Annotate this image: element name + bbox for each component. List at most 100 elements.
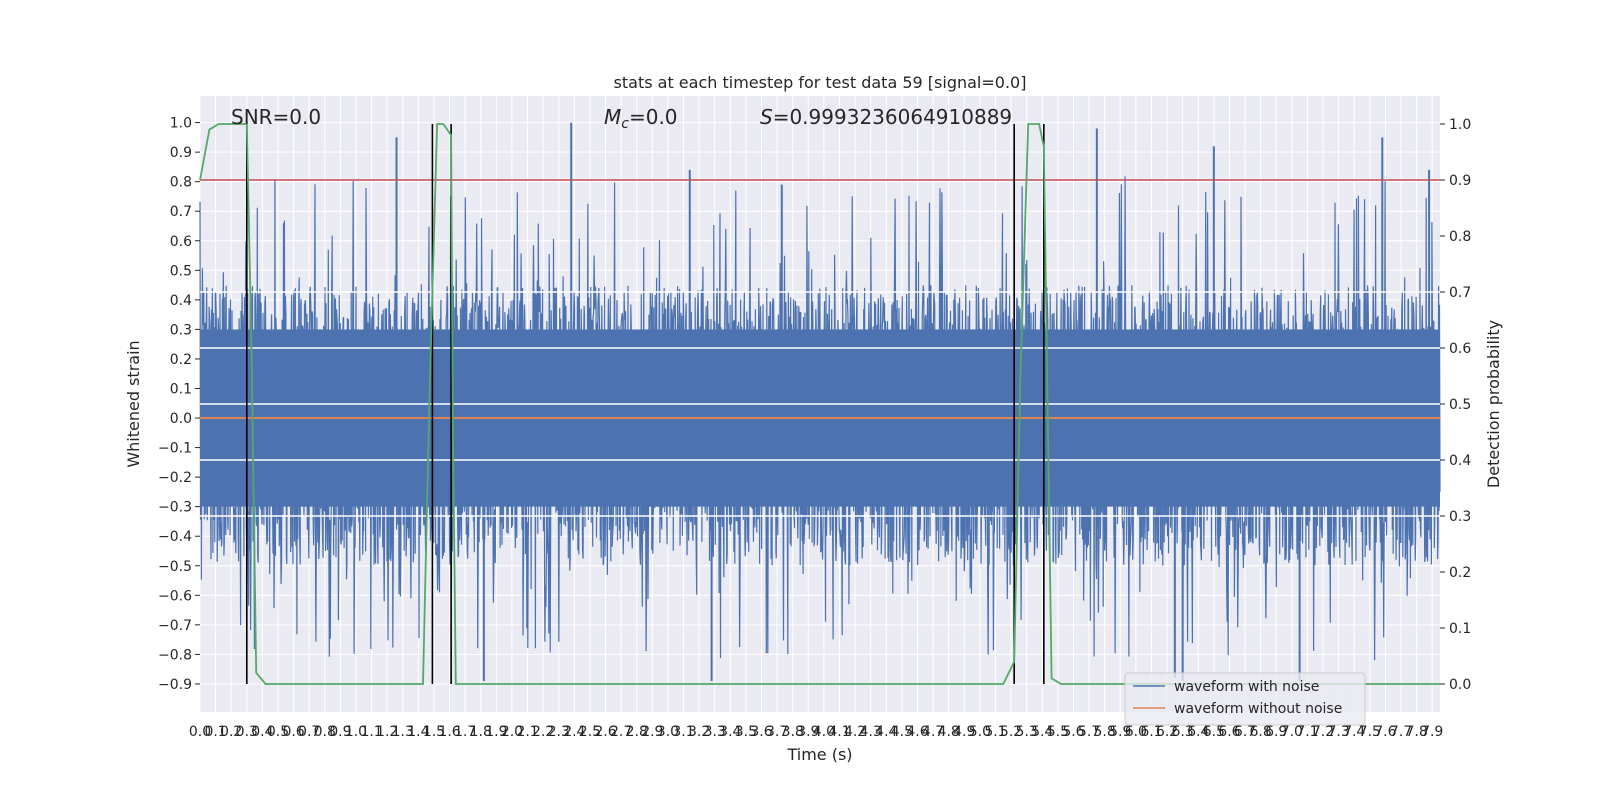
x-tick-label: 0.3 (236, 724, 258, 740)
score-value: =0.9993236064910889 (773, 105, 1012, 129)
x-tick-label: 4.9 (953, 724, 975, 740)
x-tick-label: 2.2 (532, 724, 554, 740)
x-tick-label: 2.0 (501, 724, 523, 740)
x-tick-label: 6.8 (1249, 724, 1271, 740)
x-tick-label: 5.4 (1031, 724, 1053, 740)
x-tick-label: 4.7 (922, 724, 944, 740)
y-tick-label: 0.7 (170, 204, 192, 220)
y-tick-label: 0.9 (170, 145, 192, 161)
legend: waveform with noise waveform without noi… (1124, 672, 1366, 726)
y-right-tick-label: 0.8 (1449, 229, 1471, 245)
y-axis-right-title: Detection probability (1484, 320, 1503, 488)
chirp-mass-value: =0.0 (629, 105, 678, 129)
legend-label-clean: waveform without noise (1174, 701, 1342, 717)
y-right-tick-label: 0.1 (1449, 621, 1471, 637)
x-tick-label: 4.2 (844, 724, 866, 740)
x-tick-label: 7.7 (1390, 724, 1412, 740)
y-tick-label: −0.2 (158, 470, 192, 486)
chirp-mass-subscript: c (621, 116, 629, 132)
y-right-tick-label: 0.9 (1449, 173, 1471, 189)
x-tick-label: 5.3 (1016, 724, 1038, 740)
y-tick-label: 1.0 (170, 116, 192, 132)
x-tick-label: 4.6 (906, 724, 928, 740)
legend-label-noisy: waveform with noise (1174, 679, 1319, 695)
y-tick-label: 0.1 (170, 381, 192, 397)
y-tick-label: −0.1 (158, 441, 192, 457)
x-tick-label: 0.7 (298, 724, 320, 740)
x-tick-label: 0.4 (251, 724, 273, 740)
x-tick-label: 7.1 (1296, 724, 1318, 740)
x-tick-label: 0.8 (314, 724, 336, 740)
x-tick-label: 7.9 (1421, 724, 1443, 740)
x-tick-label: 1.6 (438, 724, 460, 740)
x-tick-label: 7.2 (1312, 724, 1334, 740)
x-tick-label: 4.0 (813, 724, 835, 740)
x-tick-label: 5.9 (1109, 724, 1131, 740)
y-tick-label: 0.8 (170, 175, 192, 191)
x-tick-label: 5.6 (1062, 724, 1084, 740)
x-tick-label: 2.9 (641, 724, 663, 740)
x-tick-label: 5.5 (1047, 724, 1069, 740)
chirp-mass-annotation: Mc=0.0 (604, 105, 678, 132)
axis-ticks: −0.9−0.8−0.7−0.6−0.5−0.4−0.3−0.2−0.10.00… (158, 116, 1471, 740)
y-tick-label: 0.2 (170, 352, 192, 368)
x-tick-label: 3.0 (657, 724, 679, 740)
x-tick-label: 1.2 (376, 724, 398, 740)
y-axis-title: Whitened strain (124, 340, 143, 467)
x-tick-label: 6.4 (1187, 724, 1209, 740)
x-tick-label: 3.9 (797, 724, 819, 740)
x-tick-label: 6.3 (1172, 724, 1194, 740)
y-tick-label: 0.5 (170, 263, 192, 279)
x-tick-label: 2.3 (548, 724, 570, 740)
y-tick-label: 0.6 (170, 234, 192, 250)
x-tick-label: 6.9 (1265, 724, 1287, 740)
legend-box (1124, 672, 1366, 726)
score-annotation: S=0.9993236064910889 (760, 105, 1012, 129)
x-tick-label: 3.5 (735, 724, 757, 740)
x-tick-label: 2.6 (594, 724, 616, 740)
x-tick-label: 1.1 (360, 724, 382, 740)
detection-probability-line (199, 123, 1440, 685)
chart-title: stats at each timestep for test data 59 … (614, 73, 1027, 92)
x-tick-label: 1.8 (470, 724, 492, 740)
x-tick-label: 0.9 (329, 724, 351, 740)
x-tick-label: 6.2 (1156, 724, 1178, 740)
y-right-tick-label: 0.4 (1449, 453, 1471, 469)
x-tick-label: 1.4 (407, 724, 429, 740)
x-tick-label: 3.4 (719, 724, 741, 740)
x-tick-label: 2.8 (626, 724, 648, 740)
x-tick-label: 3.1 (672, 724, 694, 740)
overlay-series (199, 123, 1440, 685)
x-tick-label: 4.4 (875, 724, 897, 740)
x-tick-label: 1.5 (423, 724, 445, 740)
y-tick-label: 0.4 (170, 293, 192, 309)
y-right-tick-label: 0.0 (1449, 677, 1471, 693)
x-tick-label: 7.5 (1359, 724, 1381, 740)
x-tick-label: 2.4 (563, 724, 585, 740)
x-tick-label: 6.5 (1203, 724, 1225, 740)
x-tick-label: 2.7 (610, 724, 632, 740)
x-tick-label: 4.5 (891, 724, 913, 740)
x-tick-label: 3.2 (688, 724, 710, 740)
x-tick-label: 4.1 (828, 724, 850, 740)
x-tick-label: 3.6 (750, 724, 772, 740)
x-tick-label: 5.8 (1094, 724, 1116, 740)
x-tick-label: 7.6 (1374, 724, 1396, 740)
x-tick-label: 3.3 (704, 724, 726, 740)
x-tick-label: 2.5 (579, 724, 601, 740)
x-tick-label: 0.0 (189, 724, 211, 740)
x-axis-title: Time (s) (786, 745, 852, 764)
x-tick-label: 6.6 (1218, 724, 1240, 740)
y-tick-label: −0.4 (158, 529, 192, 545)
y-right-tick-label: 0.7 (1449, 285, 1471, 301)
x-tick-label: 0.1 (204, 724, 226, 740)
x-tick-label: 7.0 (1281, 724, 1303, 740)
y-right-tick-label: 0.5 (1449, 397, 1471, 413)
x-tick-label: 7.4 (1343, 724, 1365, 740)
x-tick-label: 1.9 (485, 724, 507, 740)
snr-annotation: SNR=0.0 (231, 105, 321, 129)
y-right-tick-label: 0.3 (1449, 509, 1471, 525)
y-tick-label: 0.0 (170, 411, 192, 427)
x-tick-label: 4.8 (938, 724, 960, 740)
